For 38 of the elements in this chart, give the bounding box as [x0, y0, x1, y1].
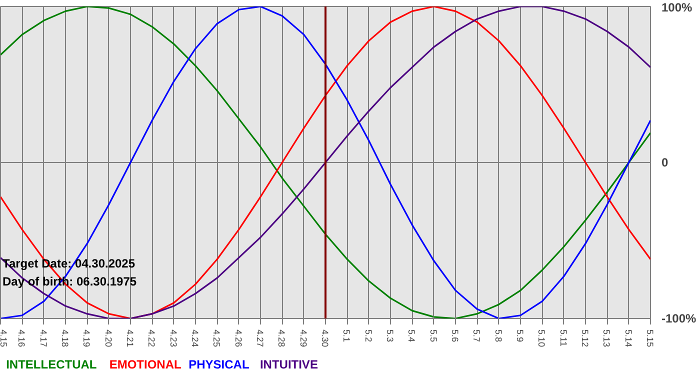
x-tick-label: 4.18	[60, 330, 70, 348]
x-tick-label: 5.11	[558, 330, 568, 346]
x-tick-label: 5.12	[580, 330, 590, 348]
x-tick-label: 5.5	[428, 330, 438, 342]
x-tick-label: 5.13	[602, 330, 612, 348]
x-tick-label: 4.29	[298, 330, 308, 348]
x-tick-label: 4.23	[168, 330, 178, 348]
x-tick-label: 5.2	[363, 330, 374, 342]
x-tick-label: 5.1	[342, 330, 352, 342]
x-tick-label: 4.16	[16, 330, 27, 348]
x-tick-label: 4.19	[82, 330, 92, 348]
x-tick-label: 5.3	[385, 330, 395, 342]
y-tick-label: 100%	[662, 0, 693, 14]
x-tick-label: 5.7	[472, 330, 482, 342]
text: PHYSICAL	[188, 358, 250, 372]
x-tick-label: 4.17	[38, 330, 48, 348]
x-tick-label: 4.22	[146, 330, 157, 348]
x-tick-label: 4.15	[0, 330, 8, 348]
x-tick-label: 4.27	[255, 330, 265, 348]
x-tick-label: 5.6	[450, 330, 460, 342]
text: INTELLECTUAL	[6, 358, 97, 372]
x-tick-label: 4.20	[103, 330, 114, 348]
x-tick-label: 4.21	[125, 330, 135, 348]
x-tick-label: 5.14	[623, 330, 634, 348]
y-tick-label: -100%	[662, 312, 697, 326]
text: INTUITIVE	[260, 358, 318, 372]
x-tick-label: 5.9	[515, 330, 525, 342]
x-tick-label: 5.8	[493, 330, 504, 342]
y-tick-label: 0	[662, 156, 668, 170]
x-tick-label: 5.4	[406, 330, 417, 342]
x-tick-label: 4.28	[276, 330, 287, 348]
x-tick-label: 4.25	[212, 330, 222, 348]
x-tick-label: 4.24	[190, 330, 200, 348]
x-tick-label: 4.30	[320, 330, 330, 348]
x-tick-label: 4.26	[233, 330, 244, 348]
x-tick-label: 5.10	[536, 330, 547, 348]
x-tick-label: 5.15	[645, 330, 655, 348]
text: EMOTIONAL	[109, 358, 182, 372]
